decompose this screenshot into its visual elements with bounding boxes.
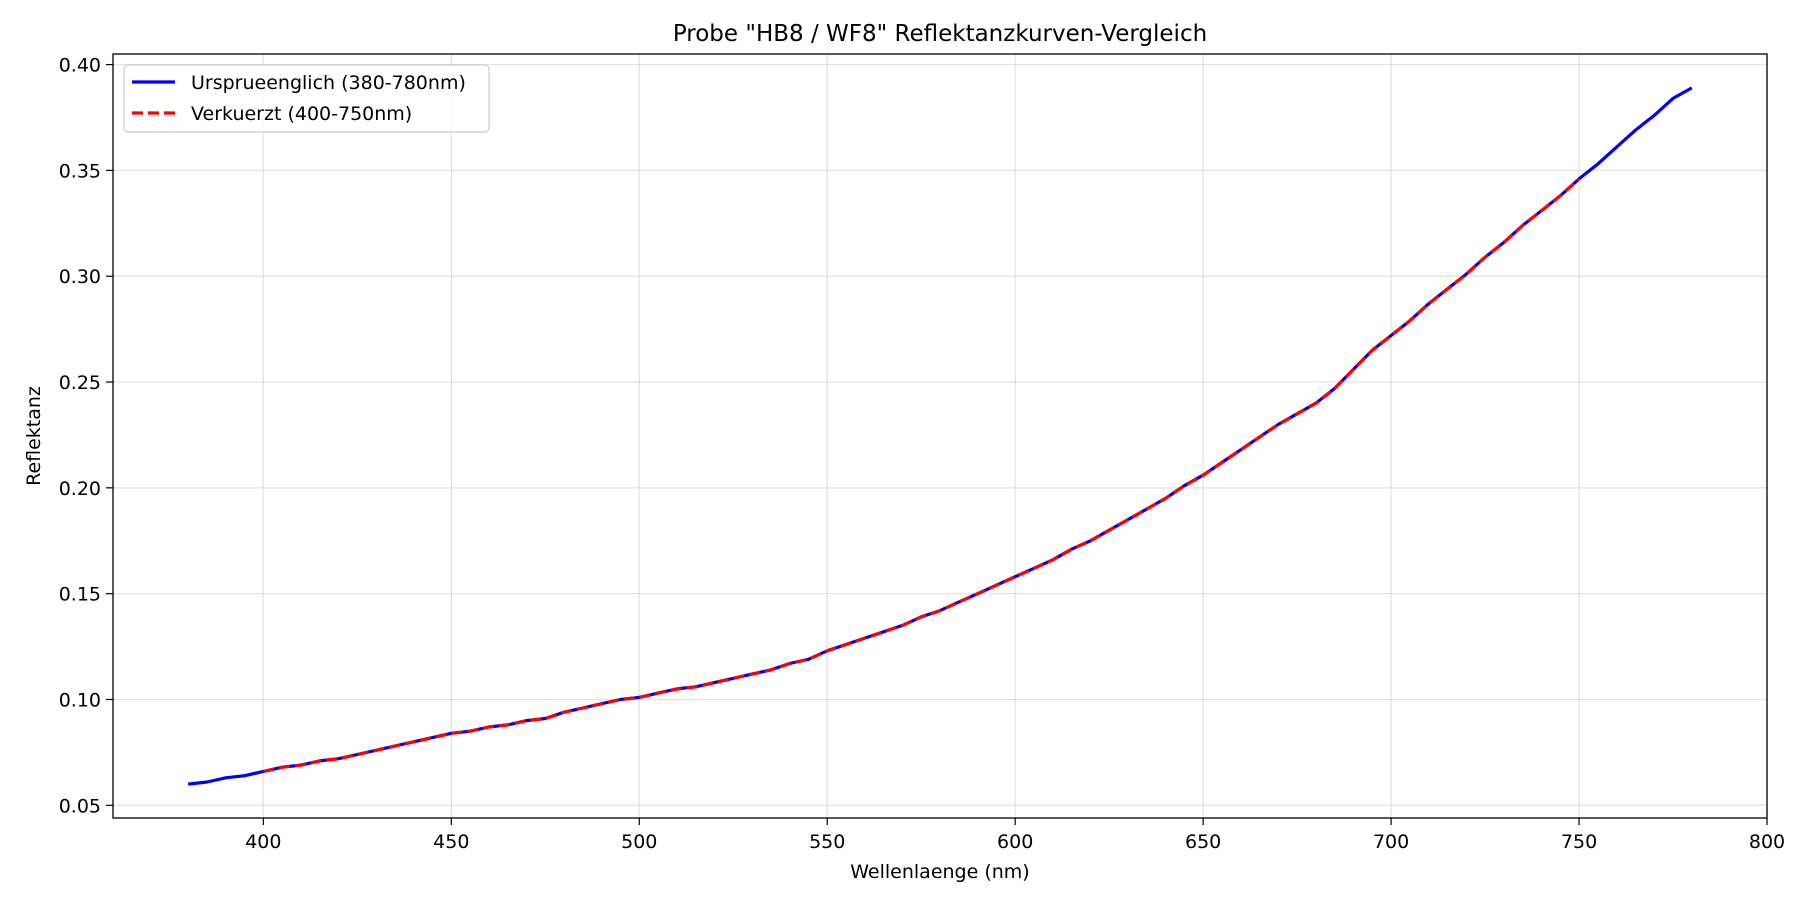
y-tick-label-0: 0.05 — [59, 795, 101, 817]
chart-title: Probe "HB8 / WF8" Reflektanzkurven-Vergl… — [673, 21, 1207, 47]
y-tick-label-4: 0.25 — [59, 372, 101, 394]
tick-layer: 400 450 500 550 600 650 700 750 800 0.05 0.10 0.15 0… — [59, 55, 1785, 853]
series-line-shortened — [263, 177, 1581, 773]
x-tick-label-2: 500 — [621, 831, 657, 853]
y-tick-label-5: 0.30 — [59, 266, 101, 288]
y-tick-label-7: 0.40 — [59, 55, 101, 77]
y-tick-label-2: 0.15 — [59, 584, 101, 606]
legend-label-shortened: Verkuerzt (400-750nm) — [191, 103, 412, 125]
x-tick-label-1: 450 — [433, 831, 469, 853]
x-tick-label-8: 800 — [1749, 831, 1785, 853]
legend-label-original: Ursprueenglich (380-780nm) — [191, 72, 466, 94]
x-axis-label: Wellenlaenge (nm) — [850, 861, 1029, 883]
x-tick-label-6: 700 — [1373, 831, 1409, 853]
y-tick-label-6: 0.35 — [59, 160, 101, 182]
x-tick-label-3: 550 — [809, 831, 845, 853]
legend: Ursprueenglich (380-780nm) Verkuerzt (40… — [123, 64, 490, 133]
series-layer — [188, 86, 1693, 786]
y-tick-label-3: 0.20 — [59, 478, 101, 500]
plot-area-frame — [112, 53, 1768, 819]
x-tick-label-4: 600 — [997, 831, 1033, 853]
y-axis-label: Reflektanz — [23, 386, 45, 486]
x-tick-label-5: 650 — [1185, 831, 1221, 853]
y-tick-label-1: 0.10 — [59, 689, 101, 711]
legend-box — [123, 64, 490, 133]
x-tick-label-0: 400 — [245, 831, 281, 853]
grid-layer — [113, 54, 1768, 818]
x-tick-label-7: 750 — [1561, 831, 1597, 853]
